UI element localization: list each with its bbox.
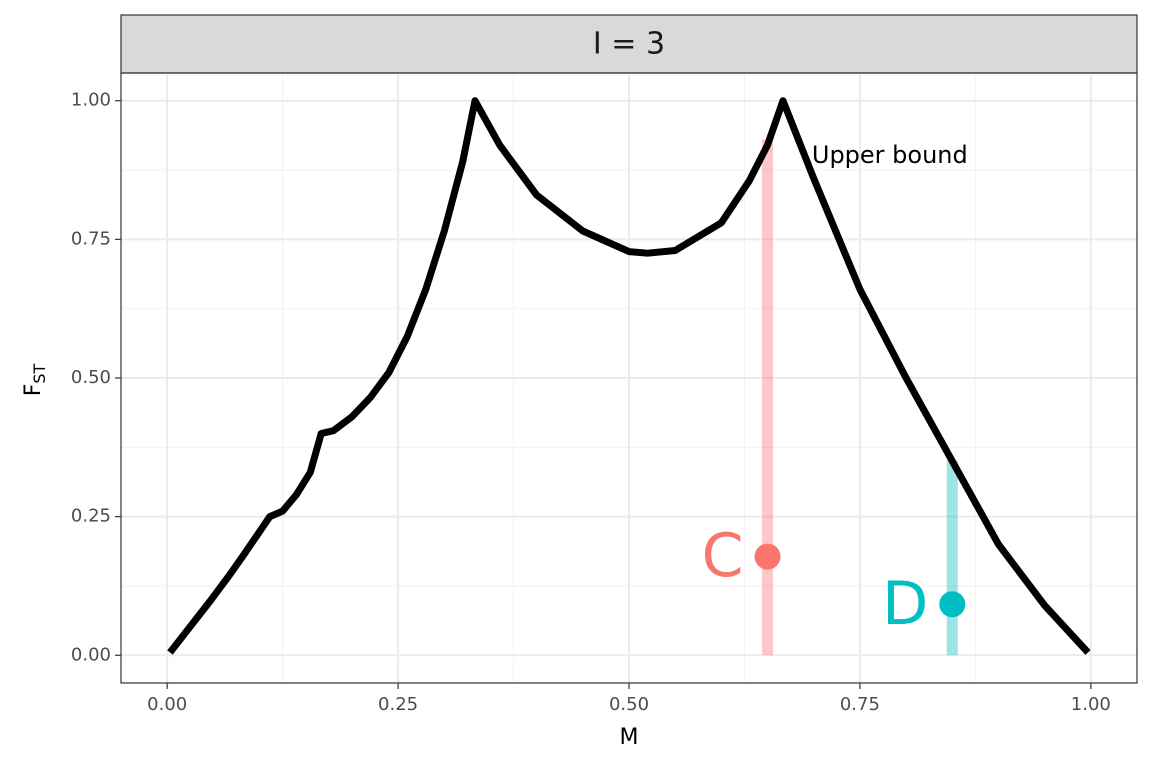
x-tick-label: 0.75 <box>840 694 880 715</box>
upper-bound-line <box>167 97 1091 655</box>
y-axis-title-sub: ST <box>30 363 49 383</box>
y-axis-title-main: F <box>21 384 46 397</box>
strip-title: I = 3 <box>593 27 665 62</box>
x-tick-label: 1.00 <box>1071 694 1111 715</box>
y-tick-label: 0.00 <box>71 644 111 665</box>
y-tick-label: 1.00 <box>71 90 111 111</box>
annotation: Upper bound <box>812 141 968 169</box>
y-axis-title: FST <box>21 363 49 396</box>
marker-point <box>754 543 781 570</box>
x-tick-label: 0.00 <box>147 694 187 715</box>
x-tick-label: 0.50 <box>609 694 649 715</box>
grid <box>121 73 1137 683</box>
marker-label: D <box>882 569 928 639</box>
strip <box>120 14 1138 74</box>
x-axis-title: M <box>620 725 639 750</box>
marker-point <box>939 591 966 618</box>
x-tick-label: 0.25 <box>378 694 418 715</box>
y-tick-label: 0.25 <box>71 506 111 527</box>
y-tick-label: 0.50 <box>71 367 111 388</box>
plot: C D Upper bound <box>167 97 1091 656</box>
marker-label: C <box>702 521 744 591</box>
y-tick-label: 0.75 <box>71 228 111 249</box>
